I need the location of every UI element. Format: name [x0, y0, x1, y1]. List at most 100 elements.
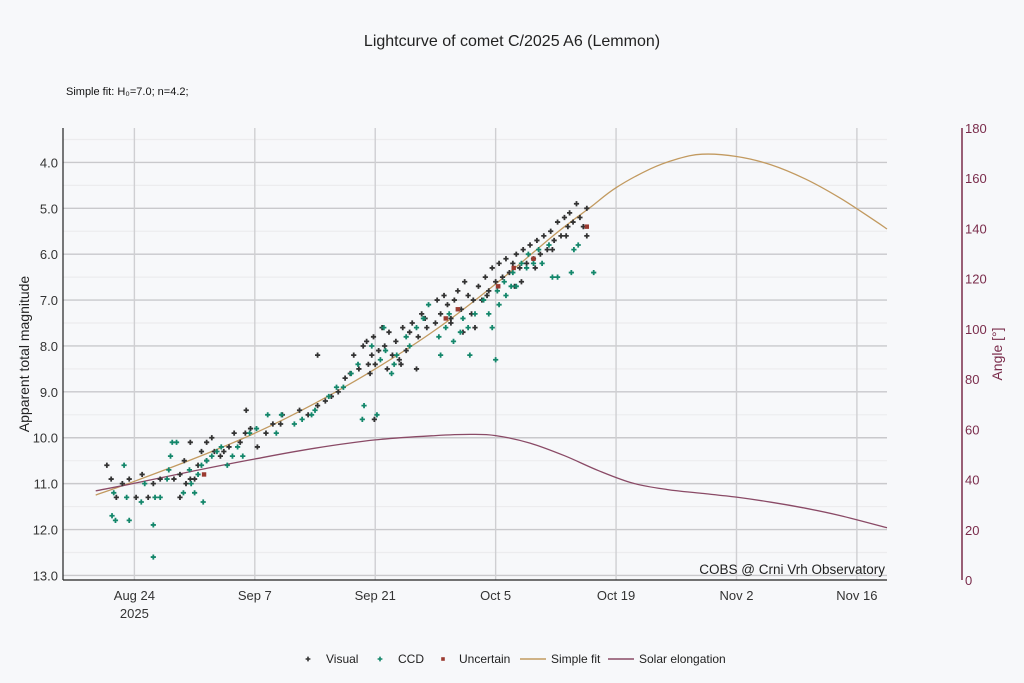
- visual-point: [396, 357, 402, 363]
- visual-point: [217, 453, 224, 459]
- ccd-point: [549, 274, 556, 280]
- visual-point: [296, 407, 303, 413]
- ccd-point: [308, 412, 315, 418]
- ccd-point: [191, 490, 198, 496]
- legend: Visual CCD Uncertain Simple fit Solar elonga…: [305, 652, 726, 666]
- y2-tick-label: 140: [965, 221, 987, 236]
- visual-point: [527, 242, 533, 248]
- ccd-point: [575, 242, 581, 248]
- y2-tick-label: 20: [965, 523, 979, 538]
- visual-point: [462, 279, 468, 285]
- visual-point: [376, 347, 382, 354]
- ccd-point: [501, 279, 507, 285]
- visual-point: [554, 219, 561, 225]
- visual-point: [510, 260, 516, 266]
- visual-point: [231, 430, 237, 436]
- ccd-point: [503, 292, 509, 299]
- ccd-point: [388, 370, 395, 377]
- visual-point: [486, 288, 492, 294]
- visual-point: [181, 458, 187, 464]
- x-tick-label: Oct 19: [597, 588, 635, 603]
- x-tick-label: Sep 21: [355, 588, 396, 603]
- x-tick-label: Nov 2: [719, 588, 753, 603]
- ccd-point: [465, 325, 471, 331]
- legend-item-simple-fit[interactable]: Simple fit: [520, 652, 601, 666]
- visual-point: [237, 439, 243, 445]
- uncertain-point: [201, 472, 207, 477]
- y-tick-label: 8.0: [40, 339, 58, 354]
- visual-point: [548, 228, 554, 234]
- visual-point: [493, 279, 499, 285]
- visual-point: [139, 471, 145, 478]
- y2-tick-label: 60: [965, 422, 979, 437]
- visual-point: [415, 334, 421, 340]
- ccd-point: [157, 494, 163, 501]
- visual-point: [370, 334, 377, 340]
- series-lines: [95, 153, 888, 529]
- visual-point: [451, 297, 457, 303]
- legend-item-ccd[interactable]: CCD: [377, 652, 425, 666]
- ccd-point: [138, 499, 144, 505]
- y2-axis-label: Angle [°]: [989, 327, 1005, 380]
- y2-axis-ticks: 0 20 40 60 80 100 120 140 160 180: [965, 121, 987, 588]
- ccd-point: [524, 265, 530, 271]
- visual-point: [386, 329, 392, 335]
- y-tick-label: 12.0: [33, 523, 58, 538]
- ccd-point: [382, 347, 389, 354]
- ccd-point: [152, 494, 158, 501]
- legend-item-visual[interactable]: Visual: [305, 652, 359, 666]
- visual-point: [482, 274, 488, 280]
- visual-point: [126, 476, 132, 482]
- visual-point: [369, 352, 375, 358]
- ccd-point: [496, 302, 502, 308]
- legend-item-solar-elongation[interactable]: Solar elongation: [608, 652, 726, 666]
- visual-point: [549, 247, 556, 253]
- ccd-point: [109, 513, 115, 519]
- visual-point: [133, 494, 139, 501]
- ccd-point: [460, 315, 466, 322]
- ccd-point: [525, 251, 531, 257]
- visual-point: [393, 338, 399, 344]
- solar-elongation-line: [95, 433, 888, 529]
- ccd-point: [481, 297, 487, 303]
- ccd-point: [489, 325, 495, 331]
- ccd-point: [299, 416, 305, 422]
- visual-point: [351, 352, 357, 358]
- ccd-point: [361, 403, 367, 409]
- ccd-point: [394, 352, 400, 358]
- ccd-point: [180, 490, 187, 496]
- y-tick-label: 13.0: [33, 568, 58, 583]
- legend-label: Uncertain: [459, 652, 510, 666]
- visual-point: [204, 439, 210, 445]
- ccd-point: [467, 352, 473, 358]
- y-axis-ticks: 4.0 5.0 6.0 7.0 8.0 9.0 10.0 11.0 12.0 13.0: [33, 155, 58, 583]
- y2-tick-label: 120: [965, 272, 987, 287]
- ccd-point: [312, 407, 318, 413]
- ccd-point: [355, 361, 361, 367]
- visual-point: [513, 251, 519, 257]
- ccd-point: [126, 517, 132, 523]
- visual-point: [356, 366, 362, 372]
- visual-point: [489, 265, 495, 271]
- ccd-point: [472, 311, 478, 317]
- visual-point: [561, 214, 568, 221]
- uncertain-point: [443, 316, 448, 321]
- visual-point: [145, 494, 151, 501]
- visual-point: [371, 416, 377, 422]
- ccd-point: [209, 453, 215, 459]
- ccd-point: [188, 481, 194, 487]
- ccd-point: [204, 458, 210, 464]
- visual-point: [537, 251, 543, 257]
- uncertain-point: [455, 307, 460, 312]
- y-tick-label: 11.0: [34, 477, 58, 492]
- legend-item-uncertain[interactable]: Uncertain: [441, 652, 510, 666]
- ccd-point: [443, 325, 449, 331]
- visual-point: [518, 279, 525, 285]
- visual-point: [364, 338, 370, 344]
- ccd-point: [539, 260, 545, 266]
- y2-tick-label: 180: [965, 121, 987, 136]
- ccd-point: [173, 439, 180, 445]
- visual-point: [432, 320, 439, 326]
- ccd-point: [369, 343, 375, 349]
